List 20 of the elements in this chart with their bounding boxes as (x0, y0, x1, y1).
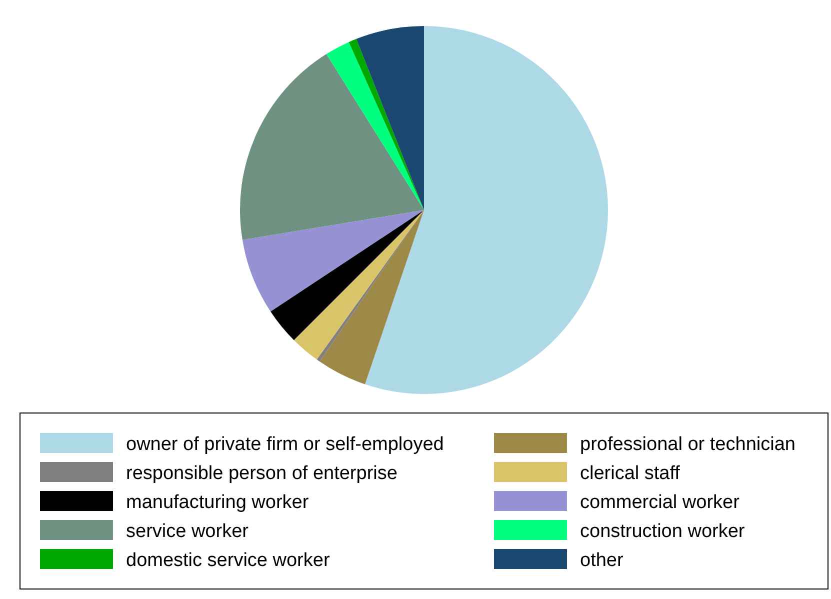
legend-label: other (580, 550, 624, 571)
legend-label: construction worker (580, 521, 746, 542)
pie-slice (364, 26, 608, 394)
legend-label: professional or technician (580, 434, 796, 455)
pie-slice (240, 54, 424, 240)
legend-label: responsible person of enterprise (126, 463, 398, 484)
pie-slice (294, 210, 424, 360)
legend-label: clerical staff (580, 463, 681, 484)
legend-label: service worker (126, 521, 250, 542)
pie-slice (320, 210, 424, 384)
legend-label: commercial worker (580, 492, 740, 513)
pie-slice (242, 210, 424, 312)
legend-label: owner of private firm or self-employed (126, 434, 444, 455)
pie-slice (316, 210, 424, 362)
pie-slice (326, 42, 424, 210)
pie-slice (356, 26, 424, 210)
legend-label: domestic service worker (126, 550, 330, 571)
pie-slice (270, 210, 424, 340)
legend-label: manufacturing worker (126, 492, 310, 513)
pie-slice (348, 38, 424, 210)
